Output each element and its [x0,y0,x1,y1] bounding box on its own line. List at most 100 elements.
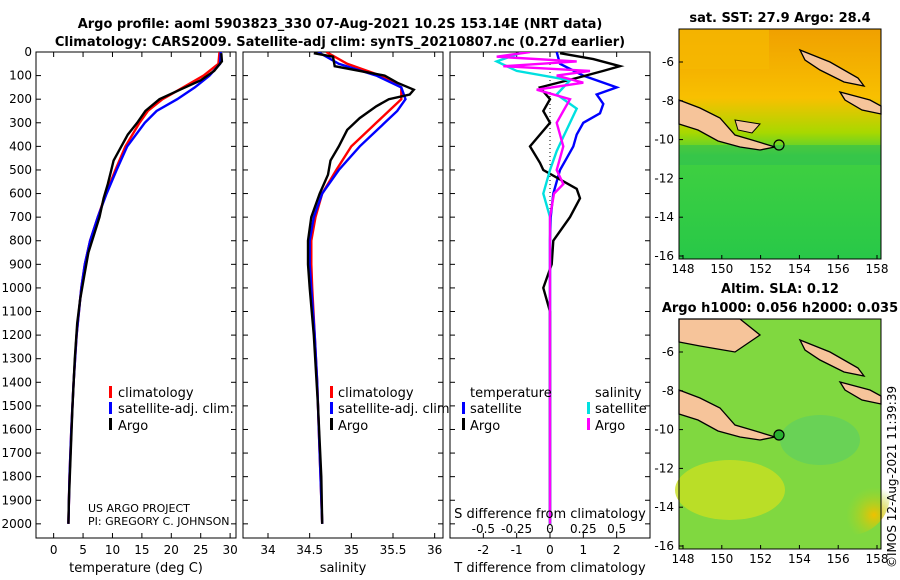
salinity-legend: climatology satellite-adj. clim. Argo [330,386,454,434]
depth-tick-label: 1900 [1,493,32,507]
sst-map-title: sat. SST: 27.9 Argo: 28.4 [689,11,870,26]
map-y-tick-label: -12 [654,461,674,475]
sst-warm-patch [679,29,769,69]
depth-tick-label: 1800 [1,470,32,484]
legend-swatch-satellite [330,402,333,414]
map-y-tick-label: -16 [654,249,674,263]
map-x-tick-label: 154 [788,552,811,566]
legend-swatch-argo [330,418,333,430]
salinity-axes-frame [242,51,444,539]
difference-legend: temperature satellite Argo salinity sate… [462,386,647,434]
s-tick-label: -0.25 [501,522,532,536]
map-x-tick-label: 148 [672,552,695,566]
salinity-xlabel: salinity [320,561,367,576]
legend-label-argo: Argo [118,419,148,434]
x-tick-label: 2 [613,543,621,557]
sla-land-new-guinea [678,389,776,441]
map-y-tick-label: -10 [654,133,674,147]
depth-tick-label: 200 [9,92,32,106]
depth-tick-label: 1700 [1,446,32,460]
legend-swatch-argo [109,418,112,430]
title-line-1: Argo profile: aoml 5903823_330 07-Aug-20… [78,17,603,32]
x-tick-label: 35.5 [380,543,407,557]
credit-pi: PI: GREGORY C. JOHNSON [88,515,229,528]
legend-label-climatology: climatology [338,386,414,401]
map-x-tick-label: 148 [672,262,695,276]
legend-swatch-climatology [109,386,112,398]
x-tick-label: 30 [222,543,237,557]
sst-cool-band [679,145,881,165]
legend-label-climatology: climatology [118,386,194,401]
depth-tick-label: 1100 [1,305,32,319]
s-tick-label: 0.25 [570,522,597,536]
depth-tick-label: 300 [9,116,32,130]
legend-label-satellite: satellite-adj. clim. [118,402,234,417]
depth-tick-label: 400 [9,139,32,153]
depth-tick-label: 1400 [1,375,32,389]
salinity-x-axis: 34 34.5 35 35.5 36 [260,52,442,557]
difference-depth-ticks [450,51,650,525]
temperature-x-axis: 0 5 10 15 20 25 30 [50,52,238,557]
map-y-tick-label: -16 [654,539,674,553]
x-tick-label: 20 [164,543,179,557]
sla-map-axes: 148 150 152 154 156 158 -6 -8 -10 -12 -14 -16 [654,345,888,566]
temperature-legend: climatology satellite-adj. clim. Argo [109,386,234,434]
depth-tick-label: 1300 [1,352,32,366]
sst-float-marker [773,139,785,151]
map-y-tick-label: -10 [654,423,674,437]
x-tick-label: -2 [477,543,489,557]
legend-label-satellite: satellite-adj. clim. [338,402,454,417]
depth-axis: 0 100 200 300 400 500 600 700 800 900 1000 1100 1200… [1,45,236,531]
x-tick-label: 35 [344,543,359,557]
map-y-tick-label: -12 [654,171,674,185]
sla-low-region [780,415,860,465]
map-x-tick-label: 152 [749,552,772,566]
x-tick-label: 5 [79,543,87,557]
legend-swatch-s-argo [587,418,590,430]
sla-map: Altim. SLA: 0.12 Argo h1000: 0.056 h2000… [654,282,898,566]
map-x-tick-label: 156 [827,262,850,276]
map-x-tick-label: 150 [710,552,733,566]
legend-swatch-s-satellite [587,402,590,414]
series-line-s-argo [496,52,591,524]
legend-swatch-climatology [330,386,333,398]
depth-tick-label: 1000 [1,281,32,295]
legend-label-t-satellite: satellite [470,402,522,417]
x-tick-label: 25 [193,543,208,557]
map-x-tick-label: 152 [749,262,772,276]
sst-map-frame [678,28,882,260]
x-tick-label: 0 [50,543,58,557]
depth-tick-label: 2000 [1,517,32,531]
salinity-difference-label: S difference from climatology [454,507,646,522]
depth-tick-label: 0 [24,45,32,59]
salinity-depth-ticks [243,51,443,525]
series-line-t-argo [528,52,625,524]
salinity-panel: 34 34.5 35 35.5 36 salinity climatology sate… [242,51,454,576]
depth-tick-label: 1200 [1,328,32,342]
difference-xlabel: T difference from climatology [453,561,646,576]
depth-tick-label: 800 [9,234,32,248]
x-tick-label: 36 [427,543,442,557]
sla-map-title-line-2: Argo h1000: 0.056 h2000: 0.035 [662,301,898,316]
legend-label-t-argo: Argo [470,419,500,434]
legend-swatch-t-argo [462,418,465,430]
legend-label-argo: Argo [338,419,368,434]
depth-tick-label: 900 [9,257,32,271]
depth-tick-label: 1600 [1,422,32,436]
x-tick-label: -1 [511,543,523,557]
title-line-2: Climatology: CARS2009. Satellite-adj cli… [55,35,625,50]
sla-high-region [675,460,785,520]
map-x-tick-label: 158 [866,262,889,276]
map-y-tick-label: -6 [662,55,674,69]
credit-timestamp: ©IMOS 12-Aug-2021 11:39:39 [885,386,899,568]
legend-swatch-satellite [109,402,112,414]
temperature-lines [67,52,224,524]
x-tick-label: 34 [260,543,275,557]
map-y-tick-label: -14 [654,210,674,224]
sst-map-axes: 148 150 152 154 156 158 -6 -8 -10 -12 -14 -16 [654,55,888,276]
depth-tick-label: 700 [9,210,32,224]
sst-land-islands-south [734,119,761,134]
x-tick-label: 10 [105,543,120,557]
sla-land-islands-north [798,338,866,377]
